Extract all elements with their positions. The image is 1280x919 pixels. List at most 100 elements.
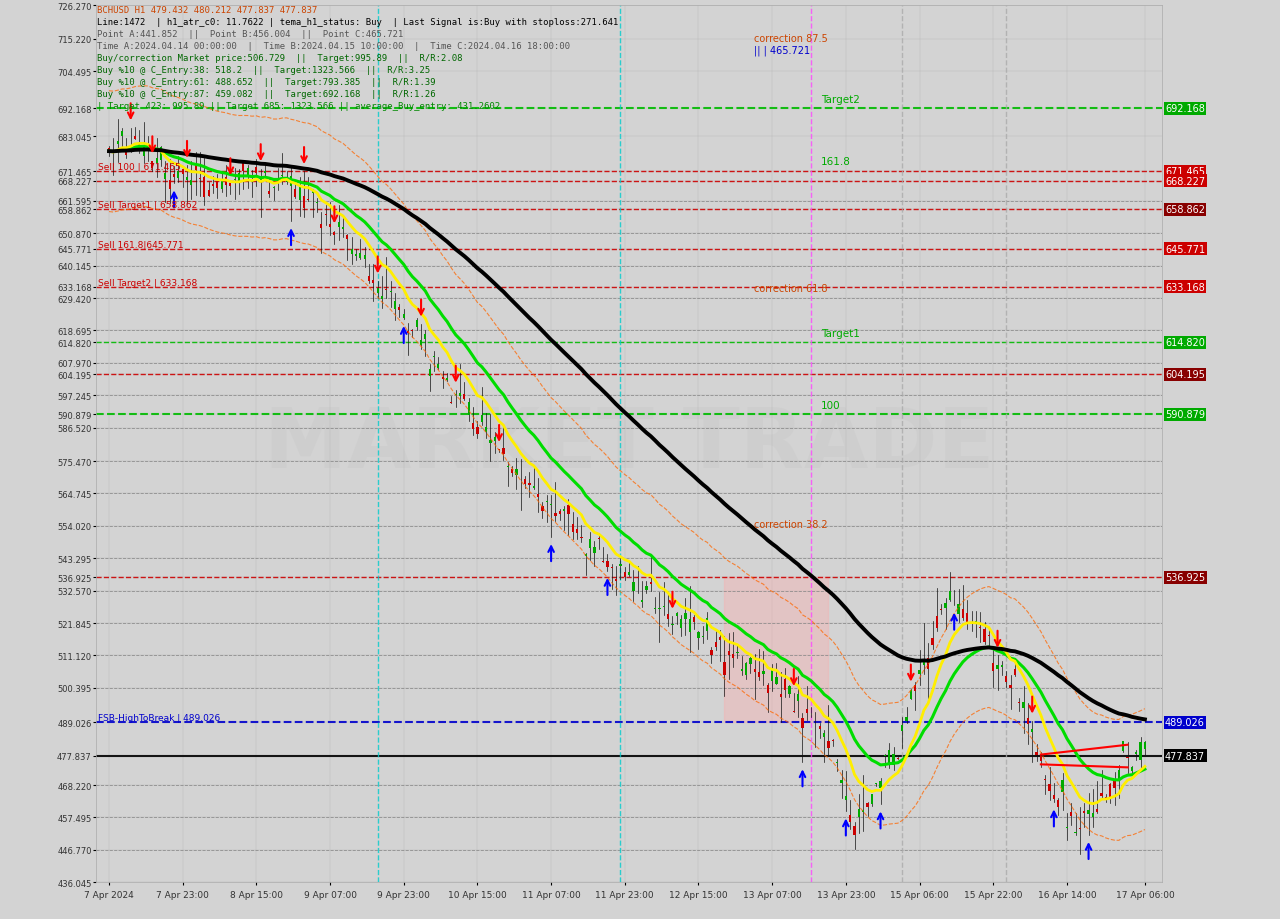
Bar <box>1096 810 1098 812</box>
Bar <box>407 332 410 334</box>
Text: correction 61.8: correction 61.8 <box>754 284 827 294</box>
Bar <box>216 181 219 189</box>
Bar <box>502 449 504 454</box>
Bar <box>992 664 995 671</box>
Bar <box>1139 742 1142 761</box>
Bar <box>1005 676 1007 682</box>
Text: 161.8: 161.8 <box>820 157 851 167</box>
Bar <box>1123 742 1124 752</box>
Bar <box>901 725 904 731</box>
Bar <box>325 214 326 216</box>
Bar <box>1101 793 1102 796</box>
Bar <box>376 289 379 293</box>
Bar <box>532 486 535 489</box>
Text: 671.465: 671.465 <box>1165 167 1204 176</box>
Bar <box>801 718 804 728</box>
Bar <box>524 480 526 484</box>
Bar <box>819 726 820 729</box>
Bar <box>238 174 241 182</box>
Text: Buy %10 @ C_Entry:61: 488.652  ||  Target:793.385  ||  R/R:1.39: Buy %10 @ C_Entry:61: 488.652 || Target:… <box>97 78 436 87</box>
Bar <box>516 470 517 475</box>
Bar <box>805 709 808 713</box>
Bar <box>1014 669 1016 675</box>
Bar <box>264 172 266 174</box>
Bar <box>788 686 791 694</box>
Bar <box>169 181 170 190</box>
Bar <box>538 494 539 498</box>
Bar <box>494 437 495 441</box>
Bar <box>269 192 270 195</box>
Bar <box>291 177 292 187</box>
Bar <box>897 757 899 759</box>
Bar <box>1036 752 1038 755</box>
Bar <box>961 609 964 618</box>
Bar <box>572 524 573 533</box>
Bar <box>589 539 591 548</box>
Bar <box>416 321 417 327</box>
Bar <box>298 187 301 200</box>
Bar <box>1130 767 1133 771</box>
Bar <box>1135 753 1138 754</box>
Bar <box>776 677 777 684</box>
Text: MARKET TRADE: MARKET TRADE <box>264 403 995 485</box>
Bar <box>932 639 933 645</box>
Bar <box>650 583 652 584</box>
Bar <box>914 686 916 691</box>
Bar <box>173 175 175 177</box>
Text: || | 465.721: || | 465.721 <box>754 45 810 55</box>
Bar <box>142 146 145 157</box>
Bar <box>294 190 297 198</box>
Bar <box>879 780 882 788</box>
Bar <box>732 654 735 659</box>
Bar <box>741 669 742 672</box>
Bar <box>919 671 920 675</box>
Bar <box>156 158 157 165</box>
Bar <box>1126 757 1129 758</box>
Bar <box>888 751 891 763</box>
Bar <box>983 630 986 642</box>
Bar <box>554 513 557 516</box>
Bar <box>823 733 826 737</box>
Bar <box>460 393 461 397</box>
Bar <box>285 179 288 183</box>
Bar <box>1092 812 1094 817</box>
Bar <box>957 605 960 615</box>
Bar <box>229 184 232 187</box>
Bar <box>320 225 323 229</box>
Bar <box>204 178 206 198</box>
Bar <box>147 149 148 152</box>
Bar <box>276 179 279 181</box>
Bar <box>463 394 466 400</box>
Bar <box>707 618 708 631</box>
Text: Sell Target1 | 658.862: Sell Target1 | 658.862 <box>99 201 197 210</box>
Bar <box>745 664 748 675</box>
Bar <box>360 254 361 258</box>
Bar <box>863 811 864 812</box>
Bar <box>445 379 448 380</box>
Bar <box>749 658 751 664</box>
Text: 614.820: 614.820 <box>1165 338 1204 347</box>
Bar <box>870 794 873 804</box>
Bar <box>1144 743 1146 749</box>
Bar <box>355 255 357 257</box>
Text: FSB-HighToBreak | 489.026: FSB-HighToBreak | 489.026 <box>99 713 220 722</box>
Bar <box>125 149 128 156</box>
Bar <box>138 145 141 149</box>
Text: BCHUSD H1 479.432 480.212 477.837 477.837: BCHUSD H1 479.432 480.212 477.837 477.83… <box>97 6 317 16</box>
Bar <box>607 562 608 568</box>
Bar <box>701 636 704 638</box>
Bar <box>576 529 579 533</box>
Bar <box>481 415 483 422</box>
Text: 100: 100 <box>820 401 841 411</box>
Text: 645.771: 645.771 <box>1165 244 1206 255</box>
Bar <box>411 331 413 332</box>
Bar <box>714 642 717 647</box>
Bar <box>1048 785 1051 791</box>
Text: Sell Target2 | 633.168: Sell Target2 | 633.168 <box>99 278 197 288</box>
Bar <box>164 174 166 180</box>
Bar <box>129 148 132 150</box>
Bar <box>1032 730 1033 732</box>
Bar <box>558 512 561 515</box>
Bar <box>329 225 332 228</box>
Bar <box>429 369 431 377</box>
